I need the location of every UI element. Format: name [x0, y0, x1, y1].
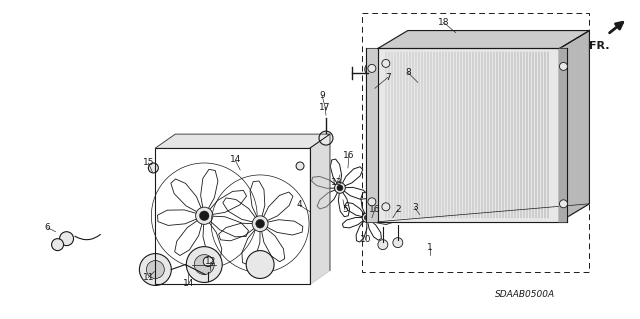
Circle shape [148, 163, 158, 173]
Circle shape [382, 59, 390, 67]
Circle shape [52, 239, 63, 251]
Text: 12: 12 [205, 257, 216, 266]
Text: 3: 3 [412, 203, 418, 212]
Circle shape [362, 213, 372, 222]
Polygon shape [310, 134, 330, 285]
Text: 6: 6 [45, 223, 51, 232]
Circle shape [296, 162, 304, 170]
Text: 16: 16 [369, 205, 381, 214]
Circle shape [204, 256, 213, 267]
Bar [156, 148, 310, 285]
Circle shape [378, 240, 388, 249]
Circle shape [60, 232, 74, 246]
Text: 7: 7 [385, 73, 391, 82]
Text: 15: 15 [143, 159, 154, 167]
Text: 13: 13 [332, 178, 342, 187]
Polygon shape [378, 31, 589, 48]
Circle shape [368, 198, 376, 206]
Text: 2: 2 [395, 205, 401, 214]
Circle shape [246, 251, 274, 278]
Text: 14: 14 [230, 155, 241, 165]
Circle shape [364, 215, 369, 220]
Circle shape [319, 131, 333, 145]
Text: 17: 17 [319, 103, 331, 112]
Circle shape [252, 216, 268, 232]
Circle shape [365, 63, 379, 76]
Circle shape [195, 255, 214, 274]
Circle shape [559, 200, 568, 208]
Bar [362, 13, 589, 271]
Text: SDAAB0500A: SDAAB0500A [495, 290, 555, 299]
Polygon shape [559, 31, 589, 222]
Circle shape [256, 219, 264, 228]
Text: FR.: FR. [589, 41, 610, 51]
Circle shape [147, 261, 164, 278]
Text: 10: 10 [360, 235, 372, 244]
Text: 18: 18 [438, 18, 449, 27]
Circle shape [337, 185, 343, 191]
Text: 11: 11 [143, 273, 154, 282]
Circle shape [382, 203, 390, 211]
Polygon shape [559, 48, 568, 222]
Polygon shape [156, 134, 330, 148]
Circle shape [186, 247, 222, 282]
Text: 4: 4 [296, 200, 302, 209]
Text: 1: 1 [427, 243, 433, 252]
Polygon shape [366, 48, 378, 222]
Text: 16: 16 [343, 151, 355, 160]
Text: 14: 14 [182, 279, 194, 288]
Circle shape [335, 182, 346, 193]
Circle shape [196, 207, 213, 224]
Text: 8: 8 [405, 68, 411, 77]
Circle shape [140, 254, 172, 286]
Text: 9: 9 [319, 91, 325, 100]
Circle shape [393, 238, 403, 248]
Circle shape [200, 211, 209, 220]
Polygon shape [378, 48, 559, 222]
Text: 5: 5 [342, 205, 348, 214]
Circle shape [368, 64, 376, 72]
Circle shape [559, 63, 568, 70]
